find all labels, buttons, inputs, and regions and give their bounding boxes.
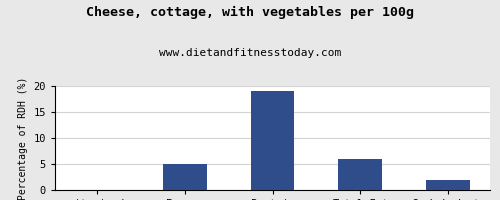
Bar [250,91,294,190]
Bar [338,159,382,190]
Text: Cheese, cottage, with vegetables per 100g: Cheese, cottage, with vegetables per 100… [86,6,414,19]
Bar [426,180,470,190]
Y-axis label: Percentage of RDH (%): Percentage of RDH (%) [18,76,28,200]
Text: www.dietandfitnesstoday.com: www.dietandfitnesstoday.com [159,48,341,58]
Bar [162,164,206,190]
